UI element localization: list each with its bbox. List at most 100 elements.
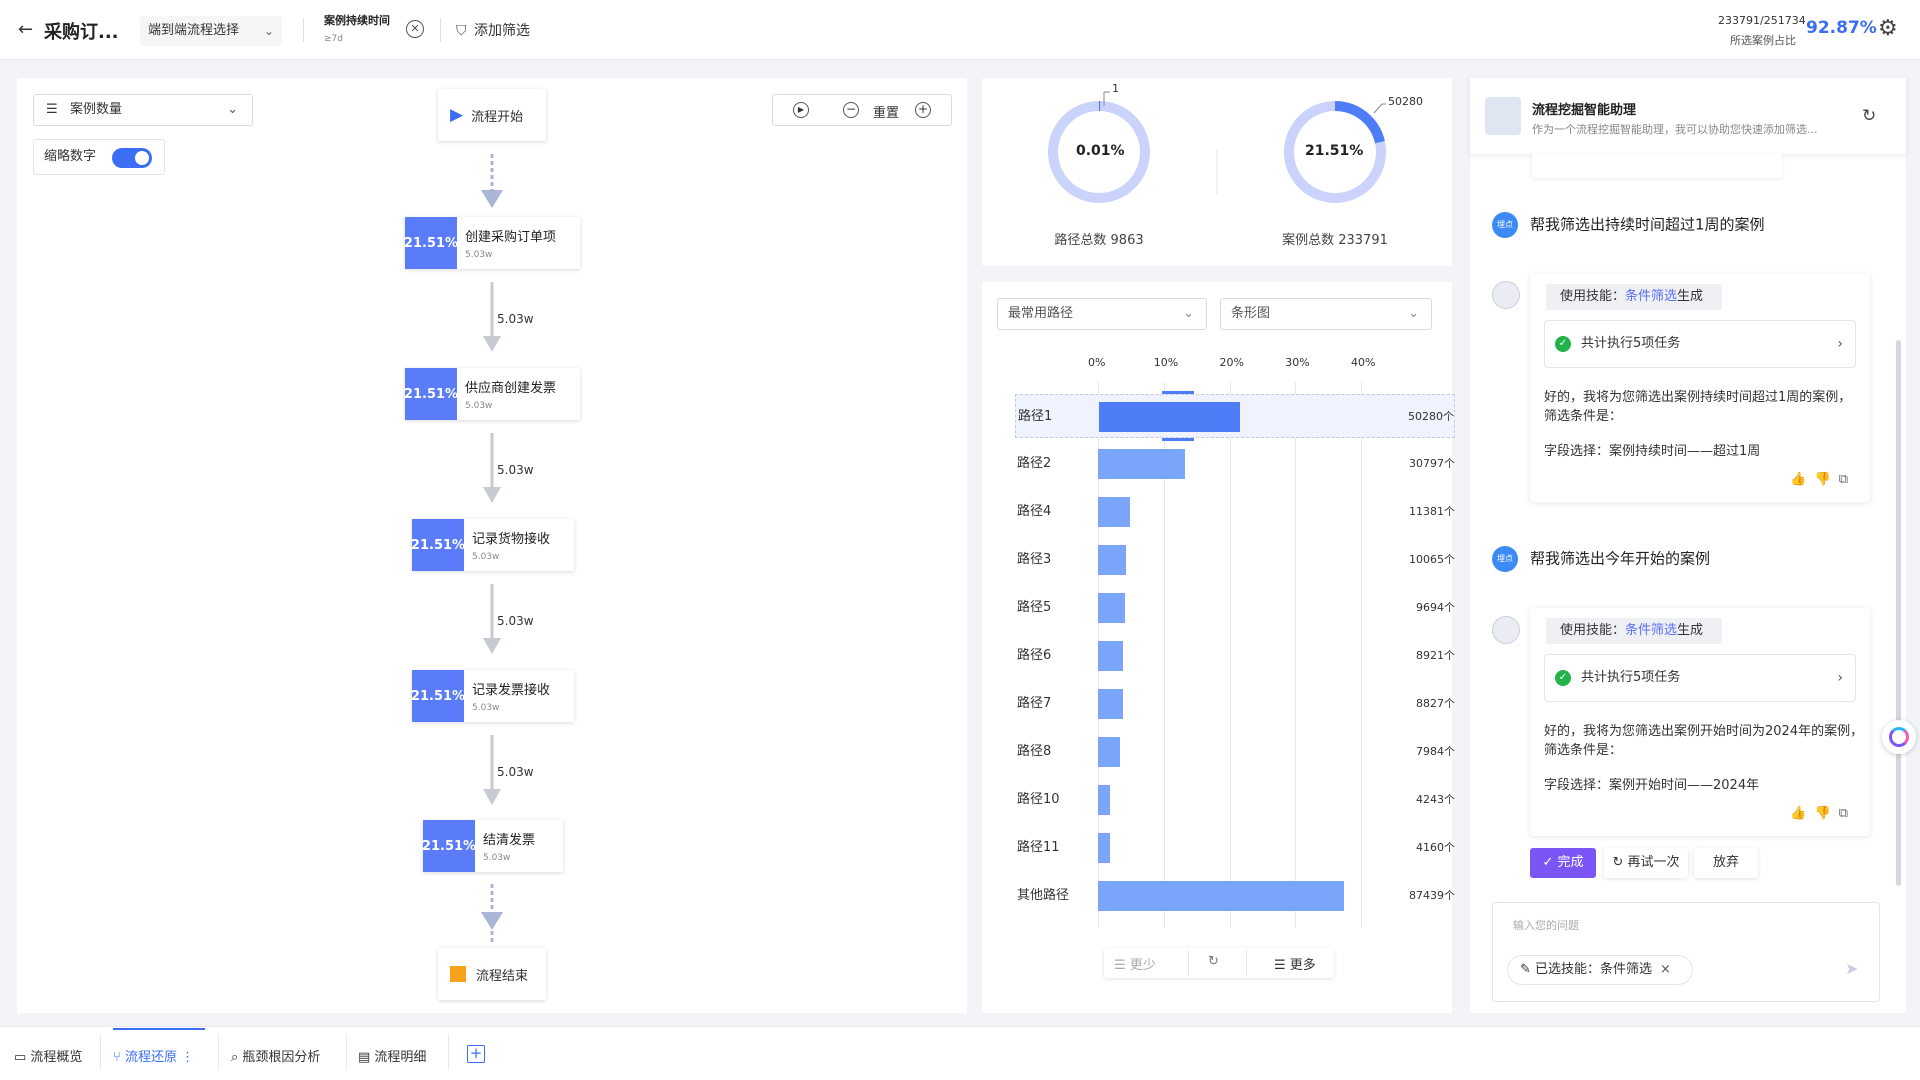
chart-type-select[interactable]: 条形图 ⌄ — [1220, 298, 1432, 330]
bar-row[interactable]: 路径5 9694个 — [1015, 586, 1455, 630]
chat-input-box[interactable]: 输入您的问题 ✎ 已选技能：条件筛选 × ➤ — [1492, 902, 1880, 1002]
previous-message-card — [1532, 154, 1782, 178]
bar-row[interactable]: 路径8 7984个 — [1015, 730, 1455, 774]
bar-row[interactable]: 路径4 11381个 — [1015, 490, 1455, 534]
flow-node[interactable]: 21.51% 供应商创建发票 5.03w — [404, 368, 580, 420]
metric-select[interactable]: ☰ 案例数量 ⌄ — [33, 94, 253, 126]
add-filter-button[interactable]: ⛉ 添加筛选 — [456, 20, 530, 40]
flow-node[interactable]: 21.51% 记录货物接收 5.03w — [411, 519, 574, 571]
gear-icon[interactable]: ⚙ — [1878, 16, 1898, 41]
thumbs-down-icon[interactable]: 👎 — [1814, 472, 1839, 487]
bar-value-label: 4243个 — [1416, 793, 1455, 806]
copy-icon[interactable]: ⧉ — [1838, 806, 1856, 821]
bar[interactable] — [1098, 737, 1121, 767]
edge-label: 5.03w — [497, 463, 534, 477]
bar[interactable] — [1098, 689, 1123, 719]
retry-button[interactable]: ↻ 再试一次 — [1604, 848, 1688, 878]
reply-text: 好的，我将为您筛选出案例开始时间为2024年的案例，筛选条件是： — [1544, 724, 1864, 758]
discard-button[interactable]: 放弃 — [1694, 848, 1758, 878]
user-message-text: 帮我筛选出持续时间超过1周的案例 — [1530, 215, 1765, 234]
flow-connectors — [481, 154, 503, 942]
flow-node[interactable]: 21.51% 记录发票接收 5.03w — [411, 670, 574, 722]
bar-row[interactable]: 路径2 30797个 — [1015, 442, 1455, 486]
bar-category-label: 路径5 — [1017, 600, 1052, 615]
bar[interactable] — [1098, 593, 1126, 623]
assistant-header — [1470, 78, 1906, 154]
flow-start-node[interactable]: ▶ 流程开始 — [438, 89, 546, 141]
zoom-out-icon[interactable]: − — [843, 102, 859, 118]
flow-end-node[interactable]: 流程结束 — [438, 948, 546, 1000]
abbr-toggle-switch[interactable] — [112, 148, 152, 168]
tab-label: 瓶颈根因分析 — [242, 1050, 321, 1065]
more-vertical-icon[interactable]: ⋮ — [176, 1050, 195, 1065]
less-button[interactable]: ☰ 更少 — [1114, 954, 1156, 973]
bar[interactable] — [1098, 449, 1185, 479]
done-button[interactable]: ✓ 完成 — [1530, 848, 1596, 878]
bar[interactable] — [1098, 497, 1131, 527]
send-icon[interactable]: ➤ — [1845, 959, 1859, 978]
bot-reply-card: 使用技能：条件筛选生成 ✓ 共计执行5项任务 › 好的，我将为您筛选出案例持续时间超… — [1530, 274, 1870, 502]
bar-row[interactable]: 路径7 8827个 — [1015, 682, 1455, 726]
list-icon: ☰ — [1274, 958, 1290, 973]
back-arrow-icon[interactable]: ← — [18, 19, 34, 40]
chat-scrollbar[interactable] — [1896, 340, 1901, 886]
refresh-icon[interactable]: ↻ — [1208, 954, 1219, 969]
magnifier-icon: ⌕ — [231, 1050, 243, 1065]
reset-button[interactable]: 重置 — [873, 106, 900, 121]
thumbs-up-icon[interactable]: 👍 — [1790, 806, 1815, 821]
bar-row[interactable]: 路径11 4160个 — [1015, 826, 1455, 870]
flow-node[interactable]: 21.51% 结清发票 5.03w — [422, 820, 563, 872]
tab-bottleneck[interactable]: ⌕ 瓶颈根因分析 — [231, 1046, 320, 1065]
tab-overview[interactable]: ▭ 流程概览 — [14, 1046, 82, 1065]
bar-row[interactable]: 路径6 8921个 — [1015, 634, 1455, 678]
close-icon[interactable]: × — [1660, 962, 1671, 977]
bar-category-label: 路径7 — [1017, 696, 1052, 711]
bar[interactable] — [1098, 641, 1124, 671]
thumbs-up-icon[interactable]: 👍 — [1790, 472, 1815, 487]
bar-row[interactable]: 路径10 4243个 — [1015, 778, 1455, 822]
path-type-select[interactable]: 最常用路径 ⌄ — [997, 298, 1207, 330]
skill-name[interactable]: 条件筛选 — [1625, 623, 1678, 638]
bar-row[interactable]: 路径1 50280个 — [1015, 391, 1455, 441]
bar-row[interactable]: 其他路径 87439个 — [1015, 874, 1455, 918]
abbr-toggle-box: 缩略数字 — [33, 139, 165, 175]
check-circle-icon: ✓ — [1555, 336, 1571, 352]
task-summary[interactable]: ✓ 共计执行5项任务 › — [1544, 320, 1856, 368]
copy-icon[interactable]: ⧉ — [1838, 472, 1856, 487]
flow-node[interactable]: 21.51% 创建采购订单项 5.03w — [404, 217, 580, 269]
skill-prefix: 使用技能： — [1560, 289, 1626, 304]
active-tab-indicator — [113, 1028, 205, 1030]
x-tick-label: 0% — [1088, 356, 1106, 369]
node-name: 供应商创建发票 — [465, 381, 557, 396]
add-tab-icon[interactable]: + — [467, 1045, 485, 1063]
bar-category-label: 路径3 — [1017, 552, 1052, 567]
assistant-fab[interactable] — [1882, 720, 1916, 754]
donut-callout: 50280 — [1388, 95, 1423, 108]
tab-process-restore[interactable]: ⑂ 流程还原 ⋮ — [113, 1046, 194, 1065]
chat-input-placeholder: 输入您的问题 — [1513, 919, 1579, 932]
bar[interactable] — [1098, 881, 1344, 911]
bar[interactable] — [1099, 402, 1241, 432]
more-button[interactable]: ☰ 更多 — [1274, 954, 1316, 973]
bar[interactable] — [1098, 545, 1127, 575]
refresh-icon[interactable]: ↻ — [1862, 106, 1877, 126]
bar[interactable] — [1098, 785, 1110, 815]
bar-value-label: 8921个 — [1416, 649, 1455, 662]
process-select[interactable]: 端到端流程选择 ⌄ — [140, 16, 282, 46]
edge-label: 5.03w — [497, 765, 534, 779]
task-summary[interactable]: ✓ 共计执行5项任务 › — [1544, 654, 1856, 702]
skill-name[interactable]: 条件筛选 — [1625, 289, 1678, 304]
zoom-in-icon[interactable]: + — [915, 102, 931, 118]
play-icon[interactable]: ▶ — [793, 102, 809, 118]
donut-charts — [1048, 91, 1386, 203]
tab-details[interactable]: ▤ 流程明细 — [358, 1046, 426, 1065]
list-icon: ☰ — [1114, 958, 1130, 973]
thumbs-down-icon[interactable]: 👎 — [1814, 806, 1839, 821]
selected-skill-chip[interactable]: ✎ 已选技能：条件筛选 × — [1507, 955, 1693, 985]
bar-row[interactable]: 路径3 10065个 — [1015, 538, 1455, 582]
remove-filter-icon[interactable]: ✕ — [406, 20, 424, 38]
assistant-title: 流程挖掘智能助理 — [1532, 103, 1637, 118]
map-controls: ▶ − 重置 + — [772, 94, 952, 126]
donut-percent: 21.51% — [1305, 143, 1364, 159]
bar[interactable] — [1098, 833, 1110, 863]
